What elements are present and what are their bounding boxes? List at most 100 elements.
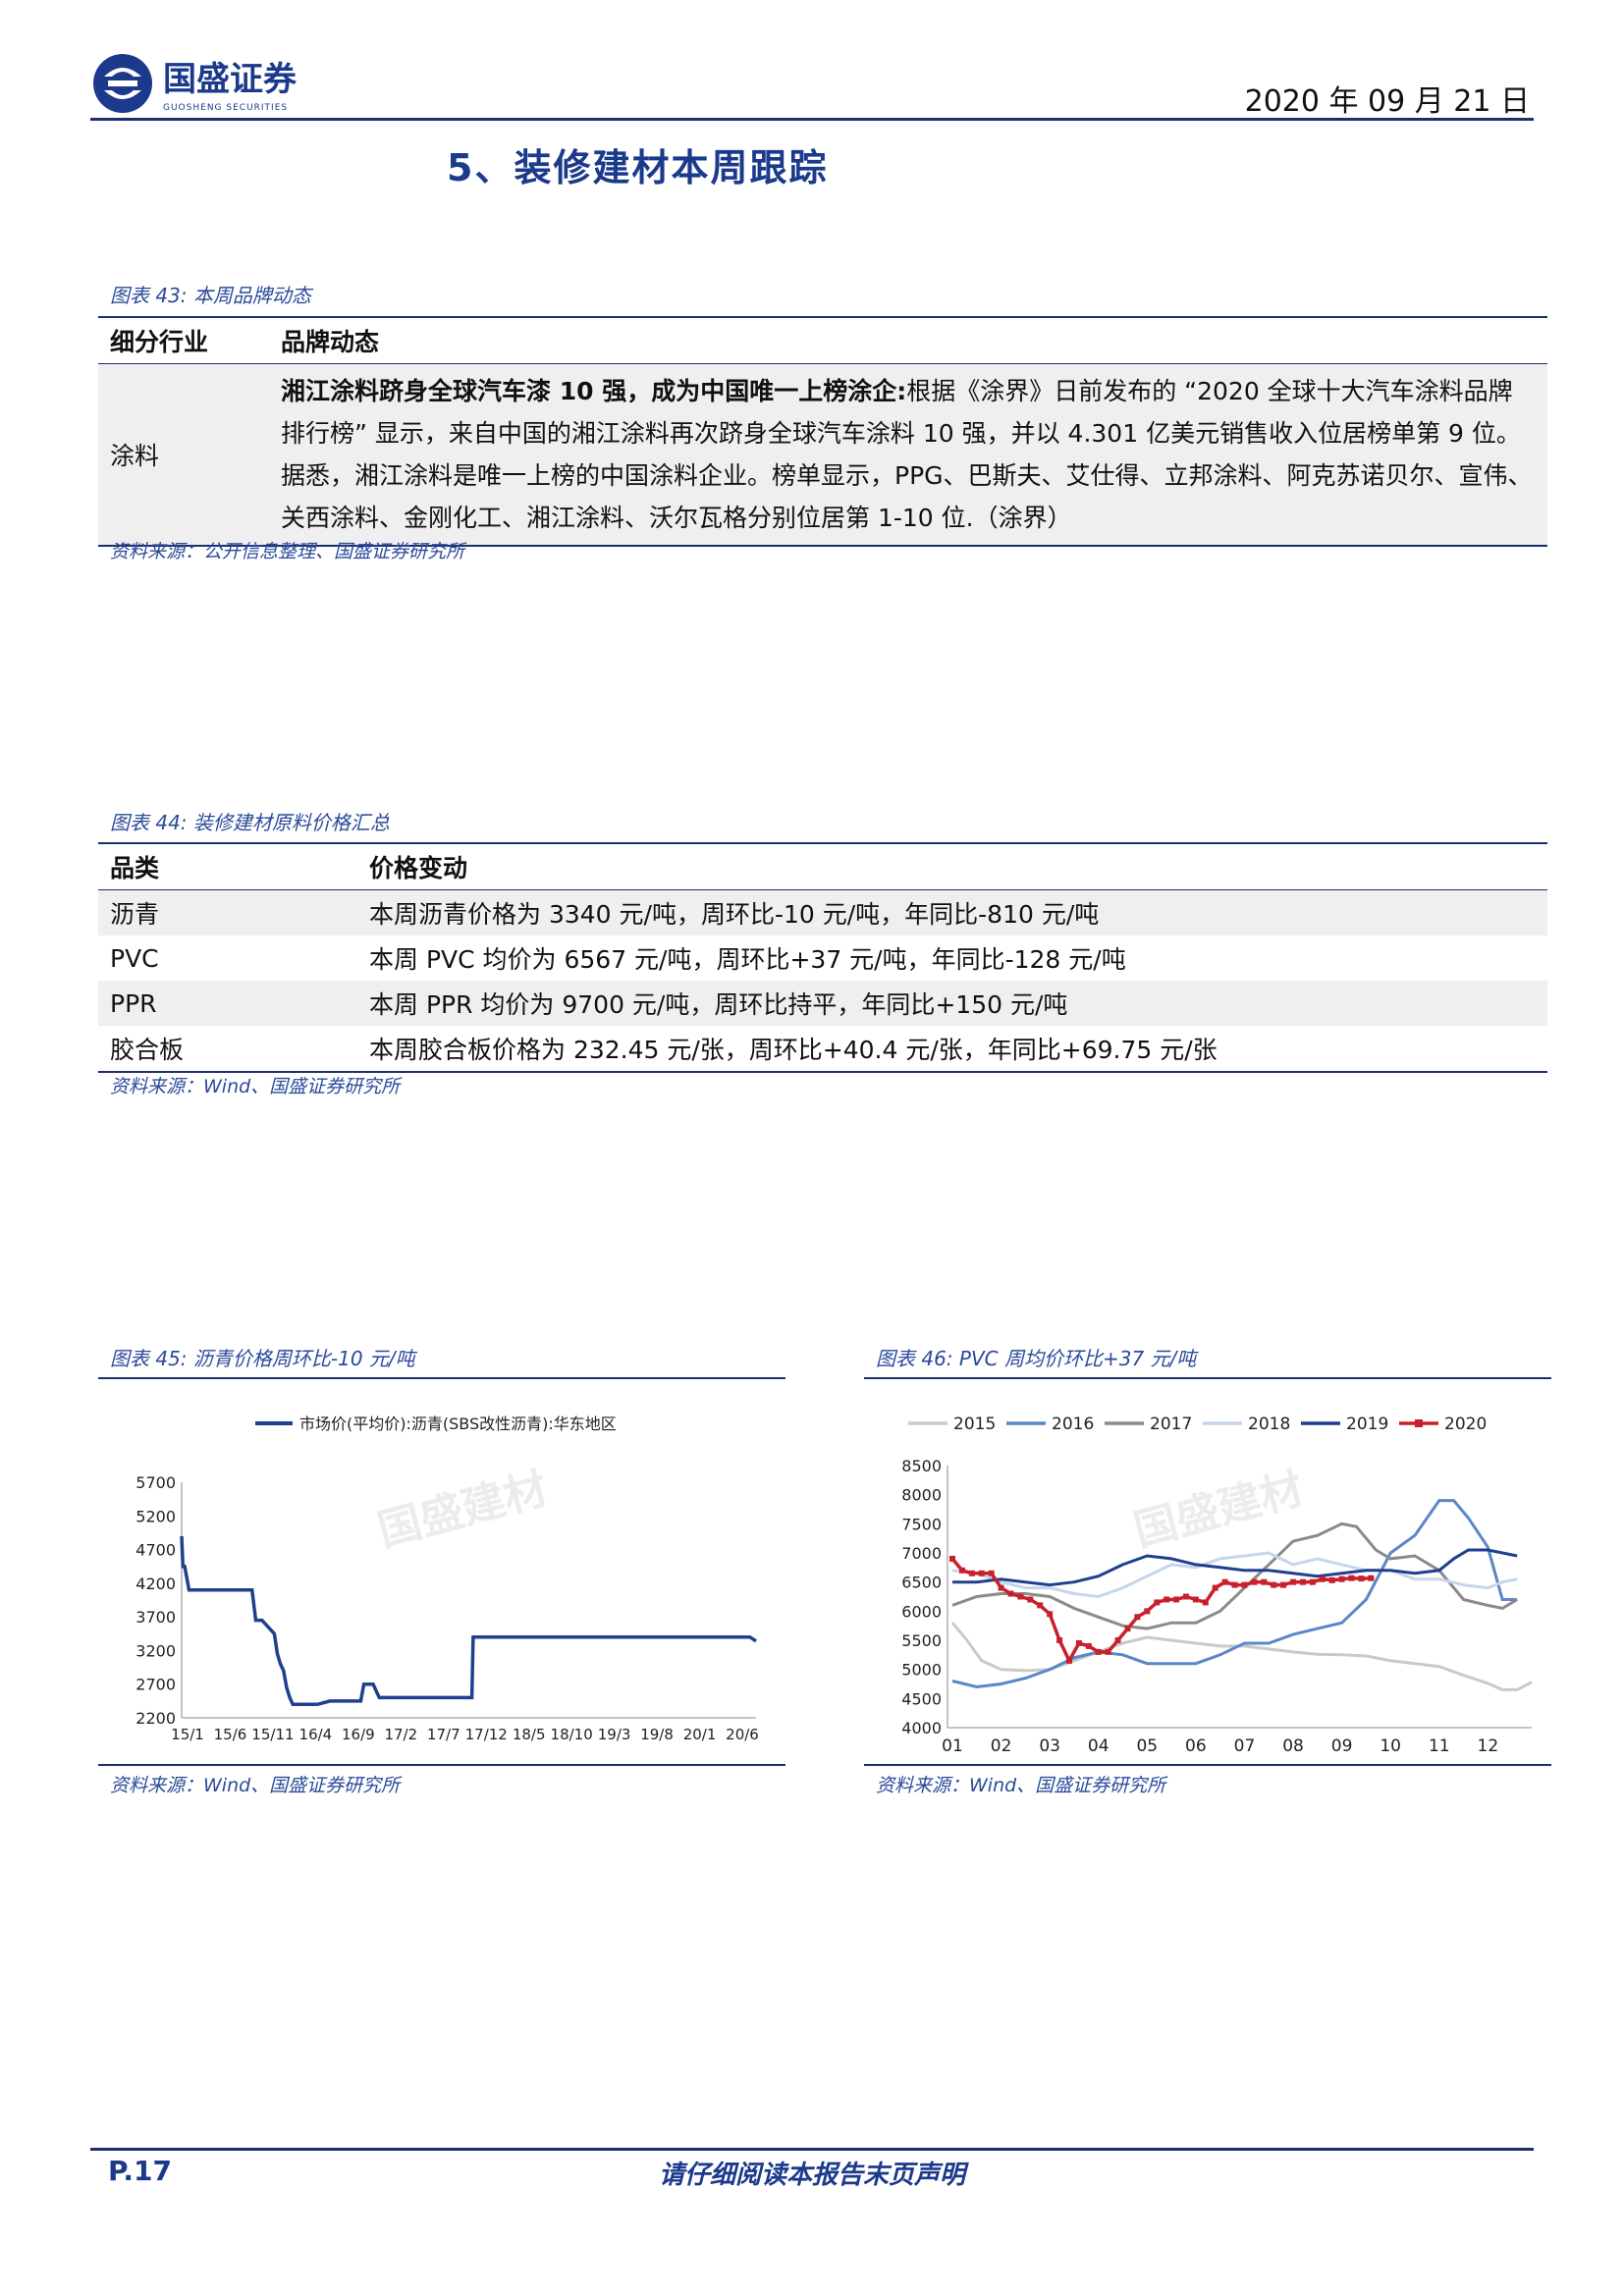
price-summary-table: 品类 价格变动 沥青 本周沥青价格为 3340 元/吨，周环比-10 元/吨，年…	[98, 842, 1547, 1073]
disclaimer-note: 请仔细阅读本报告末页声明	[658, 2161, 965, 2190]
series-point-2020	[1338, 1575, 1345, 1582]
y-tick-label: 5000	[901, 1661, 942, 1680]
y-tick-label: 7500	[901, 1515, 942, 1533]
legend-label-2016: 2016	[1052, 1415, 1094, 1434]
fig45-source: 资料来源：Wind、国盛证券研究所	[110, 1775, 401, 1796]
x-tick-label: 04	[1088, 1736, 1110, 1756]
legend-label-2017: 2017	[1150, 1415, 1192, 1434]
x-tick-label: 07	[1234, 1736, 1256, 1756]
series-point-2020	[1047, 1611, 1054, 1618]
x-tick-label: 01	[942, 1736, 963, 1756]
company-logo: 国盛证券 GUOSHENG SECURITIES	[93, 54, 298, 113]
series-point-2020	[1114, 1637, 1121, 1643]
header-rule	[90, 118, 1534, 121]
y-tick-label: 2700	[135, 1676, 176, 1694]
header-price-change: 价格变动	[369, 854, 468, 882]
series-point-2020	[958, 1567, 965, 1574]
legend-label-2019: 2019	[1346, 1415, 1388, 1434]
series-point-2020	[1056, 1637, 1063, 1643]
fig45-top-rule	[98, 1377, 785, 1379]
series-point-2020	[1231, 1581, 1238, 1588]
x-tick-label: 08	[1282, 1736, 1304, 1756]
legend-label: 市场价(平均价):沥青(SBS改性沥青):华东地区	[299, 1415, 617, 1433]
x-tick-label: 17/2	[384, 1726, 417, 1743]
x-tick-label: 02	[991, 1736, 1012, 1756]
fig46-source: 资料来源：Wind、国盛证券研究所	[876, 1775, 1166, 1796]
series-point-2020	[1095, 1648, 1102, 1655]
series-point-2020	[1309, 1578, 1316, 1585]
legend-label-2015: 2015	[953, 1415, 996, 1434]
x-tick-label: 09	[1331, 1736, 1353, 1756]
y-tick-label: 6500	[901, 1574, 942, 1592]
x-tick-label: 20/6	[726, 1726, 759, 1743]
series-point-2020	[1319, 1575, 1326, 1582]
x-tick-label: 19/3	[598, 1726, 631, 1743]
legend-marker	[1415, 1419, 1423, 1427]
fig44-source: 资料来源：Wind、国盛证券研究所	[110, 1076, 401, 1097]
table-row: 涂料 湘江涂料跻身全球汽车漆 10 强，成为中国唯一上榜涂企:根据《涂界》日前发…	[98, 363, 1547, 547]
series-line-2015	[950, 1622, 1533, 1691]
x-tick-label: 17/12	[465, 1726, 508, 1743]
series-point-2020	[988, 1570, 995, 1576]
x-tick-label: 03	[1039, 1736, 1060, 1756]
series-point-2020	[1348, 1575, 1355, 1581]
y-tick-label: 2200	[135, 1709, 176, 1728]
series-point-2020	[1241, 1581, 1248, 1588]
series-point-2020	[1328, 1576, 1335, 1583]
series-point-2020	[1221, 1578, 1228, 1585]
brand-name-en: GUOSHENG SECURITIES	[163, 103, 288, 113]
row-category: 胶合板	[110, 1036, 185, 1064]
fig43-source: 资料来源：公开信息整理、国盛证券研究所	[110, 541, 465, 562]
legend-label-2020: 2020	[1444, 1415, 1487, 1434]
x-tick-label: 19/8	[640, 1726, 674, 1743]
fig43-caption: 图表 43: 本周品牌动态	[110, 284, 311, 307]
series-point-2020	[1027, 1596, 1034, 1603]
series-point-2020	[1251, 1578, 1258, 1585]
fig46-bottom-rule	[864, 1764, 1551, 1766]
series-point-2020	[1358, 1575, 1365, 1582]
header-industry: 细分行业	[110, 328, 209, 356]
x-tick-label: 15/1	[171, 1726, 204, 1743]
y-tick-label: 8000	[901, 1486, 942, 1505]
row-change: 本周 PPR 均价为 9700 元/吨，周环比持平，年同比+150 元/吨	[369, 990, 1068, 1019]
series-point-2020	[1299, 1578, 1306, 1585]
y-tick-label: 4500	[901, 1689, 942, 1708]
x-tick-label: 06	[1185, 1736, 1207, 1756]
table-row: 沥青 本周沥青价格为 3340 元/吨，周环比-10 元/吨，年同比-810 元…	[98, 889, 1547, 935]
fig45-caption: 图表 45: 沥青价格周环比-10 元/吨	[110, 1347, 415, 1370]
y-tick-label: 3700	[135, 1608, 176, 1627]
header-category: 品类	[110, 854, 160, 882]
series-point-2020	[1075, 1639, 1082, 1646]
table-row: 胶合板 本周胶合板价格为 232.45 元/张，周环比+40.4 元/张，年同比…	[98, 1026, 1547, 1072]
y-tick-label: 8500	[901, 1457, 942, 1475]
row-category: 沥青	[110, 900, 160, 929]
row-change: 本周 PVC 均价为 6567 元/吨，周环比+37 元/吨，年同比-128 元…	[369, 945, 1126, 974]
header-brand-news: 品牌动态	[281, 328, 380, 356]
asphalt-price-line	[180, 1535, 757, 1707]
news-headline: 湘江涂料跻身全球汽车漆 10 强，成为中国唯一上榜涂企:	[281, 377, 907, 405]
asphalt-price-chart: 国盛建材 市场价(平均价):沥青(SBS改性沥青):华东地区 5700 5200 4…	[135, 1415, 759, 1743]
x-tick-label: 17/7	[427, 1726, 460, 1743]
row-category: PPR	[110, 988, 157, 1018]
row-category: 涂料	[110, 442, 160, 470]
series-point-2020	[949, 1555, 955, 1562]
series-point-2020	[1124, 1626, 1131, 1632]
x-tick-label: 10	[1380, 1736, 1401, 1756]
series-line-2016	[951, 1499, 1518, 1689]
x-tick-label: 11	[1429, 1736, 1450, 1756]
series-line-2017	[951, 1522, 1518, 1630]
series-point-2020	[1164, 1596, 1170, 1603]
series-point-2020	[968, 1570, 975, 1576]
y-tick-label: 4000	[901, 1719, 942, 1737]
x-tick-label: 16/9	[342, 1726, 375, 1743]
row-content: 湘江涂料跻身全球汽车漆 10 强，成为中国唯一上榜涂企:根据《涂界》日前发布的 …	[269, 364, 1547, 547]
series-point-2020	[1280, 1581, 1287, 1588]
news-body: 根据《涂界》日前发布的 “2020 全球十大汽车涂料品牌排行榜” 显示，来自中国…	[281, 377, 1533, 532]
series-point-2020	[1192, 1596, 1199, 1603]
series-point-2020	[1202, 1599, 1209, 1606]
series-point-2020	[1007, 1590, 1014, 1597]
section-title: 5、装修建材本周跟踪	[447, 146, 829, 189]
row-change: 本周胶合板价格为 232.45 元/张，周环比+40.4 元/张，年同比+69.…	[369, 1036, 1218, 1064]
chart-watermark: 国盛建材	[373, 1464, 553, 1557]
y-tick-label: 3200	[135, 1641, 176, 1660]
